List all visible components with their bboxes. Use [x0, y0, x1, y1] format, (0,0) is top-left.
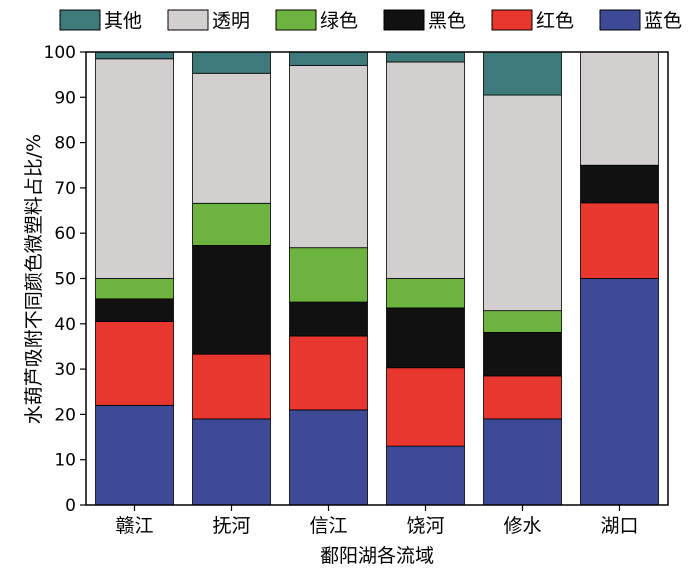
bar-segment-其他-修水	[483, 51, 562, 96]
bar-segment-红色-信江	[289, 335, 368, 411]
bar-segment-黑色-抚河	[192, 245, 271, 355]
bar-segment-黑色-信江	[289, 301, 368, 337]
y-tick-label: 70	[54, 179, 76, 199]
legend-swatch	[167, 9, 209, 31]
bar-segment-绿色-赣江	[95, 278, 174, 300]
plot-frame	[85, 51, 669, 506]
x-axis: 赣江 抚河 信江 饶河 修水 湖口	[115, 505, 639, 537]
bar-segment-蓝色-赣江	[95, 404, 174, 506]
bar-segment-透明-修水	[483, 94, 562, 312]
bar-segment-透明-信江	[289, 65, 368, 249]
bar-segment-其他-赣江	[95, 51, 174, 60]
bar-segment-透明-饶河	[386, 61, 465, 279]
legend-label: 透明	[212, 10, 250, 32]
y-axis: 0 10 20 30 40 50 60 70 80 90 100	[44, 43, 86, 516]
bar-segment-透明-赣江	[95, 58, 174, 279]
bar-segment-蓝色-信江	[289, 409, 368, 506]
bar-segment-红色-修水	[483, 375, 562, 420]
legend-label: 绿色	[320, 10, 358, 32]
y-tick-label: 90	[54, 88, 76, 108]
y-tick-label: 60	[54, 224, 76, 244]
y-tick-label: 30	[54, 360, 76, 380]
y-tick-label: 80	[54, 134, 76, 154]
y-tick-label: 50	[54, 270, 76, 290]
legend-swatch	[275, 9, 317, 31]
y-tick-label: 10	[54, 451, 76, 471]
bar-segment-红色-湖口	[580, 202, 659, 279]
legend-label: 黑色	[428, 10, 466, 32]
legend-item-透明: 透明	[167, 9, 250, 32]
y-tick-label: 40	[54, 315, 76, 335]
x-tick-label: 湖口	[600, 515, 638, 537]
x-tick-label: 修水	[503, 515, 541, 537]
bar-segment-黑色-赣江	[95, 298, 174, 322]
bar-segment-红色-赣江	[95, 321, 174, 406]
y-tick-label: 100	[44, 43, 76, 63]
bar-segment-黑色-湖口	[580, 164, 659, 204]
x-tick-label: 赣江	[115, 515, 153, 537]
legend-label: 其他	[104, 10, 142, 32]
bar-segment-黑色-修水	[483, 332, 562, 377]
bar-segment-其他-抚河	[192, 51, 271, 74]
bar-segment-蓝色-饶河	[386, 445, 465, 506]
legend-label: 蓝色	[644, 10, 682, 32]
bar-segment-蓝色-抚河	[192, 418, 271, 506]
bar-segment-红色-饶河	[386, 367, 465, 447]
bar-segment-其他-信江	[289, 51, 368, 66]
legend-swatch	[383, 9, 425, 31]
x-tick-label: 信江	[309, 515, 347, 537]
bar-segment-蓝色-修水	[483, 418, 562, 506]
y-tick-label: 0	[65, 496, 76, 516]
bar-segment-透明-湖口	[580, 51, 659, 166]
y-axis-label: 水葫芦吸附不同颜色微塑料占比/%	[23, 134, 45, 424]
legend-item-红色: 红色	[491, 9, 574, 32]
x-tick-label: 抚河	[212, 515, 250, 537]
legend: 其他 透明 绿色 黑色 红色 蓝色	[59, 9, 682, 32]
legend-swatch	[491, 9, 533, 31]
bar-segment-透明-抚河	[192, 72, 271, 204]
bar-segment-绿色-信江	[289, 247, 368, 303]
bar-segment-黑色-饶河	[386, 307, 465, 369]
legend-swatch	[59, 9, 101, 31]
x-axis-label: 鄱阳湖各流域	[320, 545, 434, 567]
legend-item-绿色: 绿色	[275, 9, 358, 32]
bar-segment-红色-抚河	[192, 353, 271, 420]
legend-swatch	[599, 9, 641, 31]
legend-label: 红色	[536, 10, 574, 32]
bar-segment-绿色-修水	[483, 310, 562, 333]
legend-item-黑色: 黑色	[383, 9, 466, 32]
bars	[95, 51, 659, 506]
bar-segment-蓝色-湖口	[580, 278, 659, 506]
bar-segment-绿色-抚河	[192, 202, 271, 246]
legend-item-蓝色: 蓝色	[599, 9, 682, 32]
bar-segment-绿色-饶河	[386, 278, 465, 309]
y-tick-label: 20	[54, 405, 76, 425]
x-tick-label: 饶河	[406, 515, 444, 537]
legend-item-其他: 其他	[59, 9, 142, 32]
bar-segment-其他-饶河	[386, 51, 465, 63]
